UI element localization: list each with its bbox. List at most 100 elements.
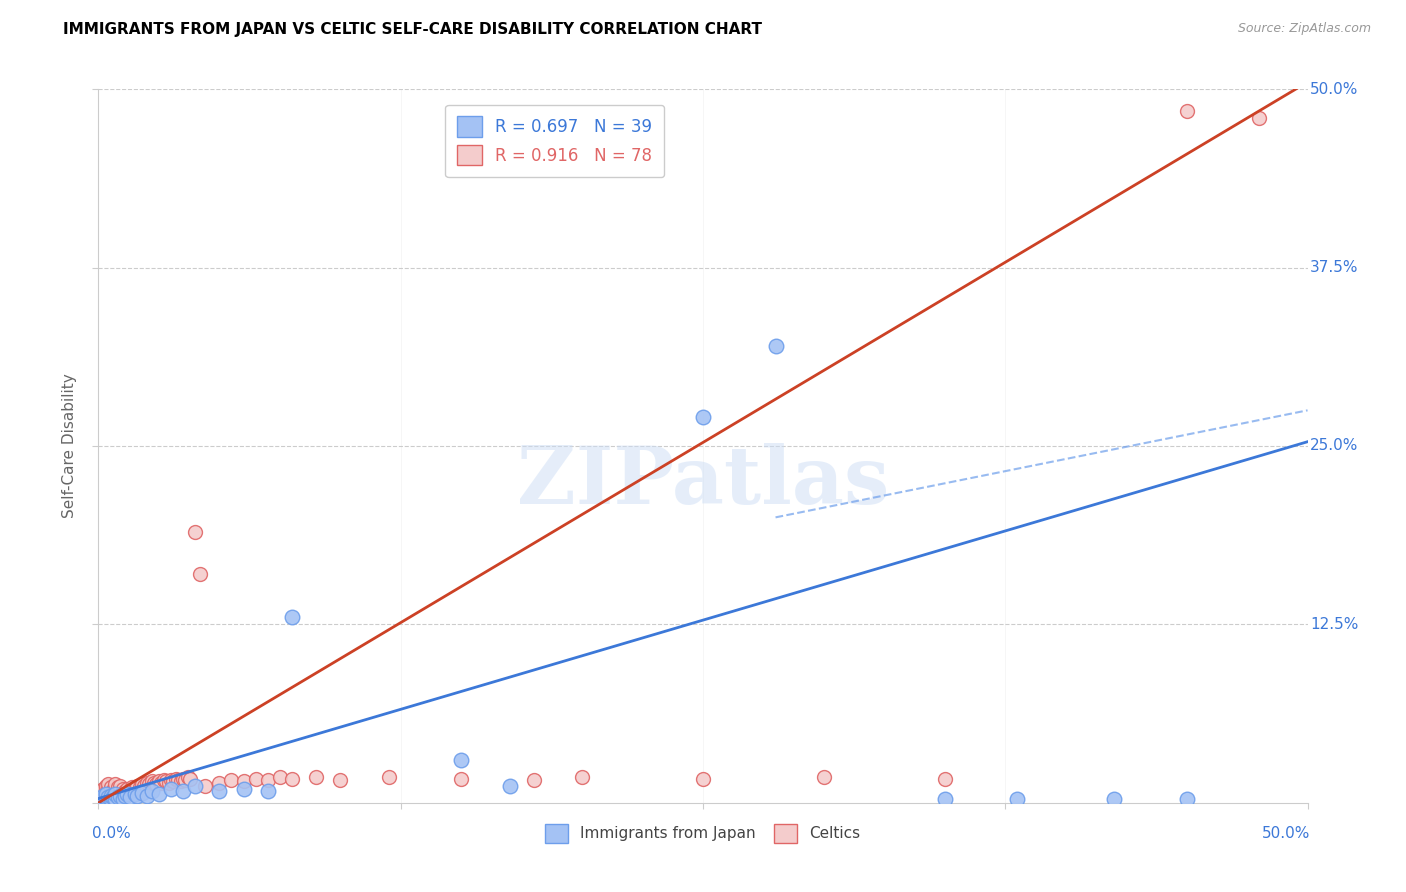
Point <box>104 787 127 801</box>
Point <box>1102 791 1125 805</box>
Point <box>91 784 114 798</box>
Point <box>141 774 163 789</box>
Point <box>571 770 593 784</box>
Legend: Immigrants from Japan, Celtics: Immigrants from Japan, Celtics <box>540 818 866 848</box>
Point <box>100 791 122 805</box>
Point <box>169 774 191 789</box>
Point <box>172 784 194 798</box>
Point <box>108 789 131 803</box>
Point <box>131 777 153 791</box>
Point <box>100 784 122 798</box>
Point <box>305 770 328 784</box>
Point <box>90 789 112 803</box>
Point <box>108 783 131 797</box>
Point <box>114 789 136 803</box>
Text: Source: ZipAtlas.com: Source: ZipAtlas.com <box>1237 22 1371 36</box>
Point <box>1007 791 1029 805</box>
Point <box>179 772 201 786</box>
Point <box>91 791 114 805</box>
Point <box>208 776 231 790</box>
Point <box>108 779 131 793</box>
Point <box>90 791 112 805</box>
Point <box>97 790 120 805</box>
Point <box>177 770 200 784</box>
Point <box>97 790 120 805</box>
Point <box>107 790 129 805</box>
Point <box>165 772 187 786</box>
Point <box>100 780 122 794</box>
Text: IMMIGRANTS FROM JAPAN VS CELTIC SELF-CARE DISABILITY CORRELATION CHART: IMMIGRANTS FROM JAPAN VS CELTIC SELF-CAR… <box>63 22 762 37</box>
Point <box>245 772 267 786</box>
Point <box>188 567 211 582</box>
Point <box>127 779 149 793</box>
Point <box>94 791 117 805</box>
Point <box>172 772 194 786</box>
Text: 12.5%: 12.5% <box>1310 617 1358 632</box>
Point <box>94 790 117 805</box>
Point <box>162 774 184 789</box>
Point <box>107 780 129 794</box>
Point <box>148 787 170 801</box>
Point <box>111 781 134 796</box>
Point <box>143 776 166 790</box>
Point <box>124 787 146 801</box>
Text: 50.0%: 50.0% <box>1261 826 1310 840</box>
Point <box>104 791 127 805</box>
Point <box>91 789 114 803</box>
Point <box>117 787 139 801</box>
Point <box>101 790 124 805</box>
Point <box>97 786 120 800</box>
Point <box>157 776 180 790</box>
Y-axis label: Self-Care Disability: Self-Care Disability <box>62 374 77 518</box>
Point <box>104 781 127 796</box>
Point <box>377 770 399 784</box>
Point <box>121 780 143 794</box>
Point <box>232 774 254 789</box>
Point <box>145 777 167 791</box>
Point <box>450 772 472 786</box>
Point <box>101 783 124 797</box>
Point <box>127 789 149 803</box>
Point <box>765 339 787 353</box>
Point <box>94 779 117 793</box>
Text: ZIPatlas: ZIPatlas <box>517 442 889 521</box>
Point <box>692 772 714 786</box>
Text: 50.0%: 50.0% <box>1310 82 1358 96</box>
Point <box>90 791 112 805</box>
Point <box>90 786 112 800</box>
Point <box>281 772 304 786</box>
Point <box>174 772 197 787</box>
Point <box>111 791 134 805</box>
Point <box>118 783 141 797</box>
Point <box>135 789 157 803</box>
Text: 25.0%: 25.0% <box>1310 439 1358 453</box>
Point <box>97 781 120 796</box>
Point <box>91 781 114 796</box>
Point <box>117 781 139 796</box>
Text: 0.0%: 0.0% <box>93 826 131 840</box>
Point <box>256 772 278 787</box>
Point <box>100 789 122 803</box>
Point <box>97 793 120 807</box>
Point <box>329 772 352 787</box>
Point <box>450 753 472 767</box>
Point <box>934 791 956 805</box>
Point <box>111 786 134 800</box>
Point <box>194 779 217 793</box>
Text: 37.5%: 37.5% <box>1310 260 1358 275</box>
Point <box>107 784 129 798</box>
Point <box>150 776 173 790</box>
Point <box>134 779 156 793</box>
Point <box>692 410 714 425</box>
Point <box>152 772 174 787</box>
Point <box>128 780 150 794</box>
Point <box>934 772 956 786</box>
Point <box>232 781 254 796</box>
Point <box>131 786 153 800</box>
Point <box>155 774 177 789</box>
Point <box>141 784 163 798</box>
Point <box>94 783 117 797</box>
Point <box>104 786 127 800</box>
Point <box>160 772 183 787</box>
Point <box>1249 111 1271 125</box>
